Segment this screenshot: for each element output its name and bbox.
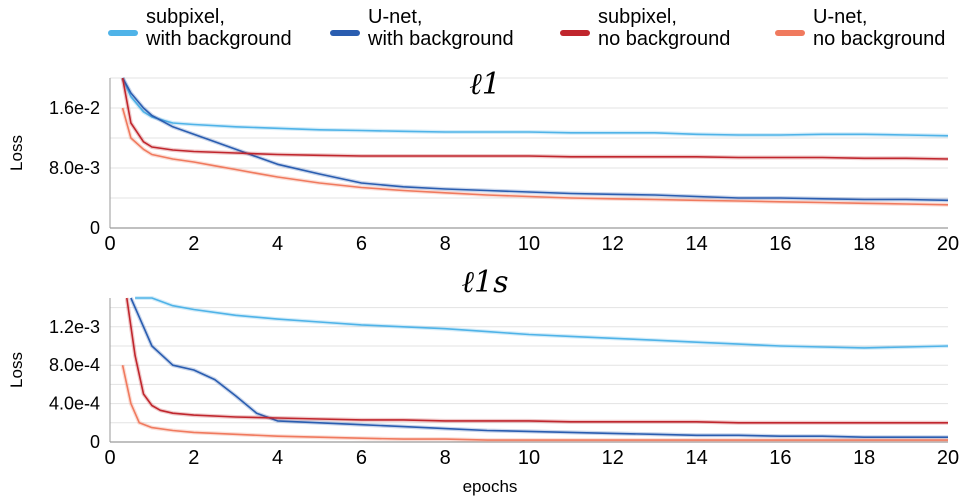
x-tick-label: 10	[518, 233, 540, 255]
x-tick-label: 14	[685, 447, 707, 469]
legend-swatch	[560, 30, 590, 36]
x-tick-label: 18	[853, 233, 875, 255]
legend-swatch	[330, 30, 360, 36]
y-tick-label: 1.6e-2	[49, 98, 100, 118]
series-band-1	[120, 77, 949, 203]
x-tick-label: 16	[769, 233, 791, 255]
x-tick-label: 18	[853, 447, 875, 469]
y-tick-label: 1.2e-3	[49, 317, 100, 337]
x-tick-label: 8	[440, 447, 451, 469]
x-tick-label: 16	[769, 447, 791, 469]
series-band-2	[120, 77, 949, 161]
x-tick-label: 20	[937, 447, 959, 469]
x-tick-label: 2	[188, 233, 199, 255]
legend-item-unet-with-background: U-net, with background	[330, 6, 514, 50]
x-tick-label: 12	[602, 447, 624, 469]
x-tick-label: 20	[937, 233, 959, 255]
x-tick-label: 0	[104, 233, 115, 255]
x-tick-label: 10	[518, 447, 540, 469]
series-line-1	[121, 77, 949, 202]
y-tick-label: 8.0e-4	[49, 355, 100, 375]
series-band-0	[135, 296, 949, 350]
panel-title: ℓ1	[469, 67, 501, 102]
legend-swatch	[108, 30, 138, 36]
legend-item-subpixel-no-background: subpixel, no background	[560, 6, 730, 50]
legend-label: subpixel, no background	[598, 6, 731, 50]
x-tick-label: 4	[272, 447, 283, 469]
y-tick-label: 0	[90, 432, 100, 452]
panel-title: ℓ1s	[462, 265, 509, 300]
x-tick-label: 14	[685, 233, 707, 255]
x-tick-label: 8	[440, 233, 451, 255]
series-line-3	[121, 107, 949, 206]
legend-item-subpixel-with-background: subpixel, with background	[108, 6, 292, 50]
y-tick-label: 4.0e-4	[49, 394, 100, 414]
y-tick-label: 8.0e-3	[49, 158, 100, 178]
x-tick-label: 6	[356, 233, 367, 255]
series-line-0	[121, 77, 949, 137]
x-tick-label: 2	[188, 447, 199, 469]
y-tick-label: 0	[90, 218, 100, 238]
x-tick-label: 4	[272, 233, 283, 255]
x-tick-label: 12	[602, 233, 624, 255]
legend-label: U-net, with background	[368, 6, 514, 50]
series-line-0	[135, 297, 949, 349]
legend-item-unet-no-background: U-net, no background	[775, 6, 945, 50]
legend-label: U-net, no background	[813, 6, 946, 50]
series-line-2	[126, 297, 948, 424]
series-line-1	[130, 297, 948, 439]
x-axis-label: epochs	[463, 477, 518, 496]
y-axis-label: Loss	[7, 352, 26, 388]
legend-swatch	[775, 30, 805, 36]
legend: subpixel, with background U-net, with ba…	[0, 2, 967, 62]
legend-label: subpixel, with background	[146, 6, 292, 50]
series-line-2	[121, 77, 949, 160]
x-tick-label: 0	[104, 447, 115, 469]
series-line-3	[121, 365, 948, 441]
x-tick-label: 6	[356, 447, 367, 469]
y-axis-label: Loss	[7, 135, 26, 171]
